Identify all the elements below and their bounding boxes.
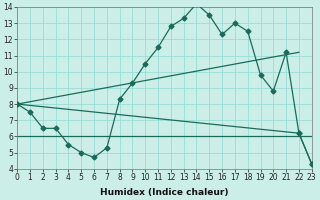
X-axis label: Humidex (Indice chaleur): Humidex (Indice chaleur) — [100, 188, 229, 197]
